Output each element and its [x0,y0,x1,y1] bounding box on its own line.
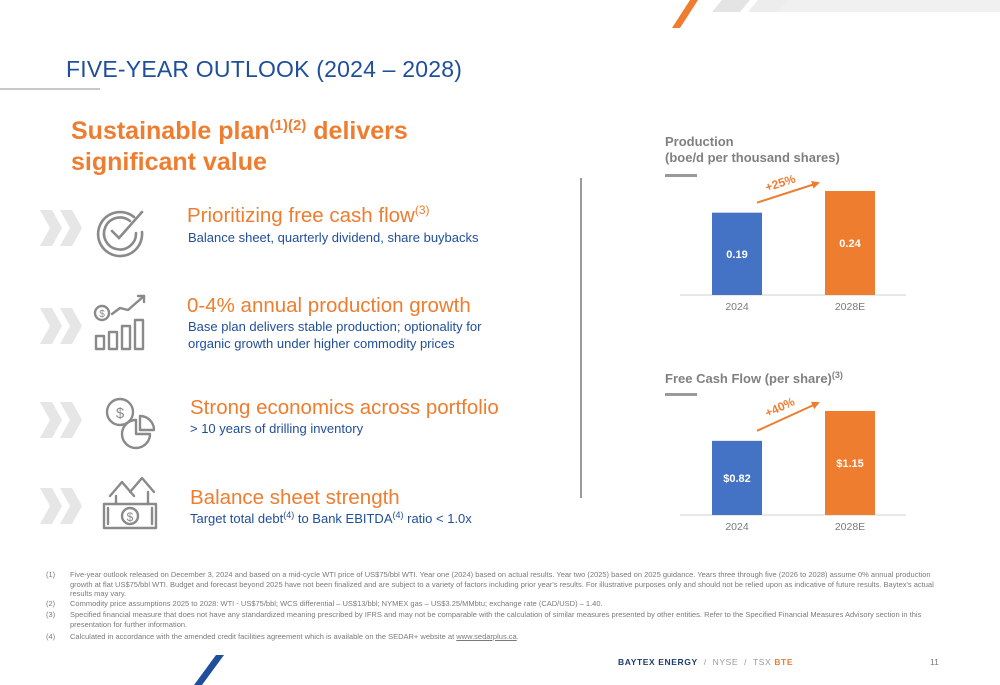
data-label: $0.82 [723,473,751,485]
double-chevron-icon [40,488,82,524]
page-number: 11 [930,657,939,667]
title-underline [0,88,100,90]
growth-arrow [756,181,820,204]
house-money-icon: $ [102,476,158,530]
bar-2024 [712,212,762,295]
vertical-divider [580,178,582,498]
bar-2024 [712,440,762,515]
item-heading-economics: Strong economics across portfolio [190,396,499,419]
money-pie-icon: $ [105,397,156,450]
double-chevron-icon [40,210,82,246]
item-sub-balance-sheet: Target total debt(4) to Bank EBITDA(4) r… [190,510,472,527]
headline: Sustainable plan(1)(2) delivers signific… [71,117,408,176]
svg-text:$: $ [116,405,125,422]
double-chevron-icon [40,308,82,344]
growth-label: +40% [763,395,797,420]
footnote-1: (1) Five-year outlook released on Decembe… [46,570,934,598]
item-sub-economics: > 10 years of drilling inventory [190,421,364,436]
chart-title-rule [665,174,697,177]
category-label: 2024 [725,521,749,533]
item-heading-balance-sheet: Balance sheet strength [190,486,400,509]
sedar-link[interactable]: www.sedarplus.ca [456,632,517,641]
slide-title: FIVE-YEAR OUTLOOK (2024 – 2028) [66,56,463,82]
data-label: $1.15 [836,458,864,470]
bar-2028E [825,411,875,515]
brand-stripes-decoration [672,0,1000,28]
chart-title-rule [665,393,697,396]
footnote-4: (4) Calculated in accordance with the ame… [46,632,519,641]
fcf-bar-chart: $0.82 2024 $1.15 2028E +40% [680,395,906,533]
check-dial-icon [96,210,144,258]
category-label: 2028E [835,301,865,313]
chart-title-production: Production (boe/d per thousand shares) [665,134,840,165]
svg-text:$: $ [127,510,134,524]
growth-arrow [756,401,820,432]
brand-footer: BAYTEX ENERGY / NYSE / TSX BTE [618,657,794,667]
svg-text:$: $ [99,309,105,320]
brand-slash-decoration [194,655,224,685]
item-sub-free-cash-flow: Balance sheet, quarterly dividend, share… [188,230,479,245]
chart-title-fcf: Free Cash Flow (per share)(3) [665,370,843,387]
footnote-3: (3) Specified financial measure that does… [46,610,922,629]
item-heading-production-growth: 0-4% annual production growth [187,294,471,317]
data-label: 0.24 [839,238,861,250]
data-label: 0.19 [726,249,747,261]
category-label: 2028E [835,521,865,533]
item-sub-production-growth: Base plan delivers stable production; op… [188,319,482,351]
double-chevron-icon [40,402,82,438]
item-heading-free-cash-flow: Prioritizing free cash flow(3) [187,203,430,227]
footnote-2: (2) Commodity price assumptions 2025 to 2… [46,599,603,608]
growth-bars-icon: $ [93,294,146,351]
category-label: 2024 [725,301,749,313]
bar-2028E [825,191,875,295]
